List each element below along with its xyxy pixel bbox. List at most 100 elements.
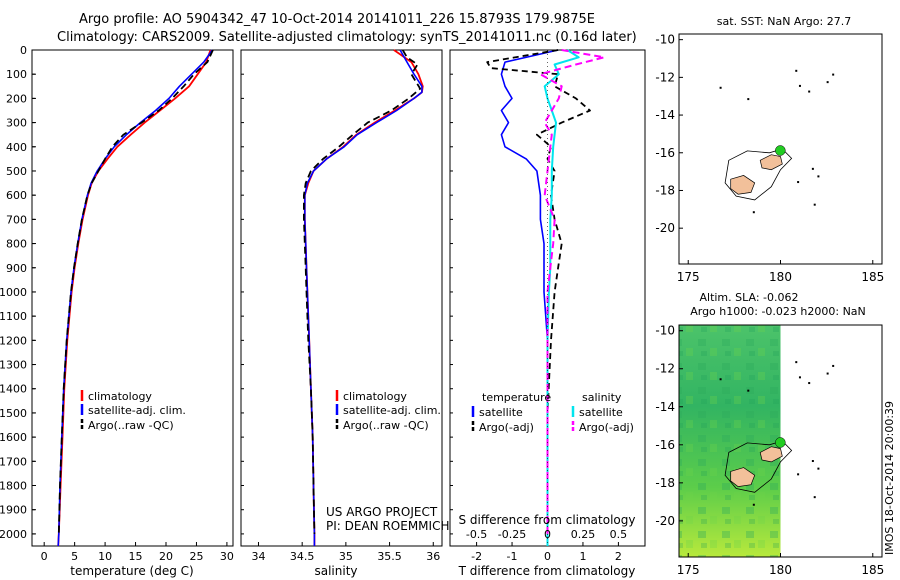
bathymetry-contour [724, 148, 793, 201]
islet [811, 167, 814, 170]
legend-temperature-header: temperature [482, 391, 551, 404]
depth-tick-label: 1900 [0, 504, 27, 517]
difference-xtick-label: -2 [471, 550, 482, 563]
temperature-xtick-label: 0 [41, 550, 48, 563]
salinity-xtick-label: 34.5 [290, 550, 315, 563]
islet [832, 364, 835, 367]
salinity-legend-label: Argo(..raw -QC) [343, 419, 429, 432]
islet [795, 361, 798, 364]
temperature-xtick-label: 10 [98, 550, 112, 563]
depth-tick-label: 700 [6, 213, 27, 226]
sst-map-title: sat. SST: NaN Argo: 27.7 [717, 15, 851, 28]
difference-xlabel: T difference from climatology [458, 564, 636, 578]
difference-xlabel-top: S difference from climatology [459, 513, 636, 527]
temperature-series-line [57, 49, 214, 534]
depth-tick-label: 1700 [0, 455, 27, 468]
map-ytick-label: -16 [655, 438, 675, 452]
depth-tick-label: 0 [20, 44, 27, 57]
map-ytick-label: -10 [655, 324, 675, 338]
salinity-xtick-label: 34 [251, 550, 265, 563]
depth-axis: 0 100 200 300 400 500 600 700 800 900 1000 1100 1200… [0, 44, 36, 541]
salinity-xtick-label: 36 [426, 550, 440, 563]
depth-tick-label: 1000 [0, 286, 27, 299]
difference-xtick-label: 1 [579, 550, 586, 563]
difference-series-line [539, 49, 606, 534]
island-shape [730, 175, 756, 195]
map-ytick-label: -14 [655, 400, 675, 414]
temperature-series-line [57, 49, 212, 547]
islet [813, 203, 816, 206]
islet [817, 467, 820, 470]
temperature-xtick-label: 25 [189, 550, 203, 563]
figure-title-line1: Argo profile: AO 5904342_47 10-Oct-2014 … [79, 12, 596, 27]
salinity-series-line [302, 49, 422, 534]
map-xtick-label: 185 [861, 270, 884, 284]
difference-s-tick-label: 0.5 [610, 528, 628, 541]
islet [826, 372, 829, 375]
pi-annotation: PI: DEAN ROEMMICH [326, 519, 449, 533]
map-xtick-label: 180 [769, 270, 792, 284]
islet [795, 69, 798, 72]
islet [752, 503, 755, 506]
depth-tick-label: 1500 [0, 407, 27, 420]
argo-position-marker [775, 145, 786, 156]
salinity-series-line [303, 49, 423, 546]
islet [832, 73, 835, 76]
sst-map-panel: 175 180 185 -10 -12 -14 -16 -18 -20 [655, 33, 884, 284]
depth-tick-label: 1100 [0, 310, 27, 323]
salinity-plot-frame [240, 49, 443, 547]
salinity-xtick-label: 35 [339, 550, 353, 563]
map-ytick-label: -20 [655, 221, 675, 235]
temperature-plot-frame [31, 49, 234, 547]
depth-tick-label: 1200 [0, 334, 27, 347]
depth-tick-label: 1600 [0, 431, 27, 444]
map-ytick-label: -20 [655, 514, 675, 528]
argo-position-marker [775, 437, 786, 448]
islet [811, 460, 814, 463]
difference-legend-label: Argo(-adj) [579, 421, 634, 434]
islet [798, 84, 801, 87]
depth-tick-label: 900 [6, 262, 27, 275]
difference-panel: -2 -1 0 1 2 temperature salinity satellite Argo(… [449, 49, 646, 563]
salinity-legend-label: climatology [343, 390, 407, 403]
temperature-xtick-label: 5 [71, 550, 78, 563]
islet [826, 81, 829, 84]
map-ytick-label: -12 [655, 362, 675, 376]
islet [747, 389, 750, 392]
island-shape [730, 467, 756, 487]
depth-tick-label: 800 [6, 238, 27, 251]
difference-s-tick-label: -0.5 [466, 528, 487, 541]
islet [817, 175, 820, 178]
island-shape [759, 446, 783, 463]
difference-legend-label: Argo(-adj) [479, 421, 534, 434]
map-xtick-label: 175 [677, 270, 700, 284]
temperature-legend-label: climatology [88, 390, 152, 403]
depth-tick-label: 300 [6, 117, 27, 130]
salinity-xtick-label: 35.5 [377, 550, 402, 563]
difference-xtick-label: -1 [507, 550, 518, 563]
islet [797, 473, 800, 476]
islet [813, 496, 816, 499]
salinity-xlabel: salinity [314, 564, 357, 578]
depth-tick-label: 100 [6, 68, 27, 81]
temperature-xtick-label: 30 [220, 550, 234, 563]
depth-tick-label: 600 [6, 189, 27, 202]
islet [752, 211, 755, 214]
depth-tick-label: 1400 [0, 383, 27, 396]
islet [808, 90, 811, 93]
difference-series-line [543, 49, 580, 546]
islet [747, 98, 750, 101]
islet [719, 86, 722, 89]
temperature-legend-label: Argo(..raw -QC) [88, 419, 174, 432]
temperature-xtick-label: 20 [159, 550, 173, 563]
depth-tick-label: 500 [6, 165, 27, 178]
salinity-panel: 34 34.5 35 35.5 36 climatologysatellite-adj. … [240, 49, 443, 563]
depth-tick-label: 200 [6, 92, 27, 105]
difference-xtick-label: 0 [544, 550, 551, 563]
temperature-xtick-label: 15 [129, 550, 143, 563]
map-xtick-label: 175 [677, 563, 700, 577]
sla-map-title: Altim. SLA: -0.062 [699, 291, 798, 304]
map-ytick-label: -12 [655, 70, 675, 84]
map-ytick-label: -18 [655, 183, 675, 197]
